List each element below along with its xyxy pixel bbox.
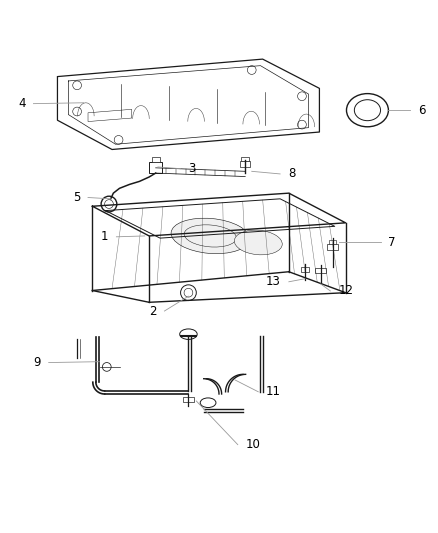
Ellipse shape xyxy=(180,329,197,340)
Circle shape xyxy=(102,362,111,372)
Bar xyxy=(240,161,251,166)
Text: 3: 3 xyxy=(188,162,196,175)
Circle shape xyxy=(101,196,117,212)
Bar xyxy=(300,268,309,272)
Bar xyxy=(183,398,194,402)
Text: 4: 4 xyxy=(18,97,25,110)
Ellipse shape xyxy=(354,100,381,120)
Ellipse shape xyxy=(234,230,282,255)
Text: 10: 10 xyxy=(246,438,261,451)
Text: 12: 12 xyxy=(338,285,353,297)
Text: 8: 8 xyxy=(288,167,295,181)
Circle shape xyxy=(180,285,196,301)
Bar xyxy=(315,268,326,273)
Bar xyxy=(328,240,336,244)
Text: 9: 9 xyxy=(33,356,41,369)
Text: 6: 6 xyxy=(418,104,426,117)
Ellipse shape xyxy=(171,218,250,254)
Text: 1: 1 xyxy=(101,230,109,243)
Ellipse shape xyxy=(346,94,389,127)
Ellipse shape xyxy=(200,398,216,408)
Text: 2: 2 xyxy=(149,304,156,318)
Text: 7: 7 xyxy=(389,236,396,249)
Bar xyxy=(152,157,159,161)
Bar xyxy=(241,157,249,161)
Text: 13: 13 xyxy=(266,275,281,288)
Text: 11: 11 xyxy=(266,385,281,398)
Bar xyxy=(327,244,338,250)
Bar xyxy=(149,161,162,173)
Text: 5: 5 xyxy=(73,191,80,204)
